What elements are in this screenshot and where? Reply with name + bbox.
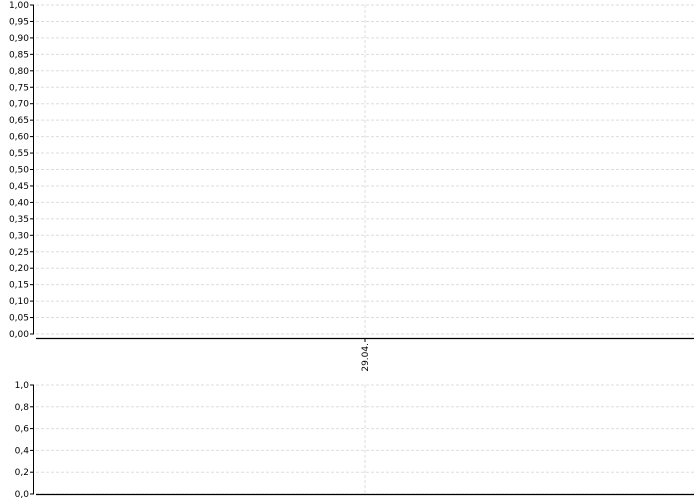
- y-tick-label: 0,00: [9, 330, 29, 340]
- y-tick-label: 0,15: [9, 281, 29, 291]
- y-tick-label: 0,55: [9, 149, 29, 159]
- y-tick-label: 0,30: [9, 231, 29, 241]
- y-tick-label: 0,85: [9, 50, 29, 60]
- y-tick-label: 0,60: [9, 133, 29, 143]
- y-tick-label: 0,05: [9, 314, 29, 324]
- y-tick-label: 0,6: [15, 425, 30, 435]
- y-tick-label: 0,8: [15, 403, 30, 413]
- y-tick-label: 0,45: [9, 182, 29, 192]
- y-tick-label: 0,65: [9, 116, 29, 126]
- y-tick-label: 0,20: [9, 264, 29, 274]
- y-tick-label: 0,25: [9, 248, 29, 258]
- y-tick-label: 0,2: [15, 468, 29, 478]
- y-tick-label: 0,10: [9, 297, 29, 307]
- y-tick-label: 0,50: [9, 166, 29, 176]
- y-tick-label: 0,80: [9, 67, 29, 77]
- y-tick-label: 0,4: [15, 446, 30, 456]
- chart-panel-1: 0,00 0,05 0,10 0,15 0,20 0,25 0,30 0,35 0,40 0,45…: [9, 1, 694, 372]
- y-tick-label: 0,75: [9, 83, 29, 93]
- y-tick-label: 0,0: [15, 490, 30, 500]
- y-tick-label: 0,90: [9, 34, 29, 44]
- y-tick-label: 1,0: [15, 381, 30, 391]
- y-tick-label: 0,95: [9, 17, 29, 27]
- x-tick-label: 29.04.: [361, 343, 371, 372]
- y-tick-label: 0,40: [9, 198, 29, 208]
- y-tick-label: 0,70: [9, 100, 29, 110]
- y-tick-label: 0,35: [9, 215, 29, 225]
- chart-panel-2: 0,0 0,2 0,4 0,6 0,8 1,0: [15, 381, 694, 500]
- y-tick-label: 1,00: [9, 1, 29, 11]
